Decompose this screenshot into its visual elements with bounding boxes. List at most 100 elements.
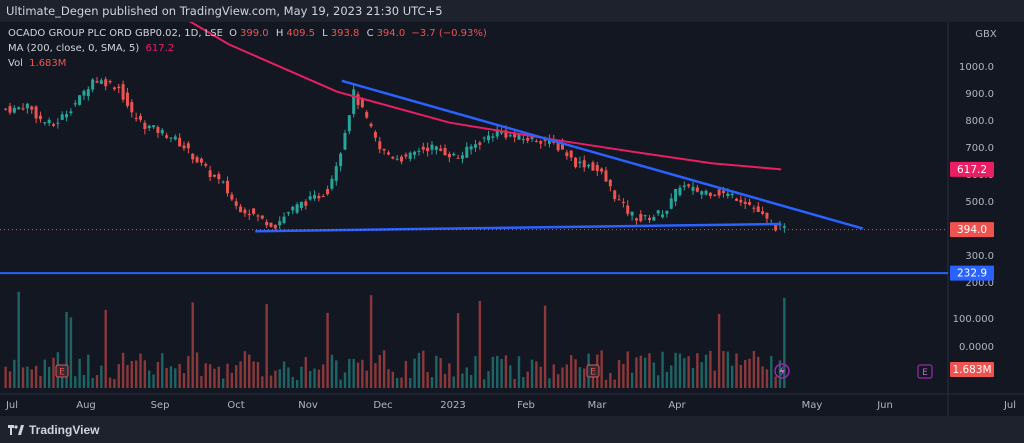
volume-bar <box>387 369 390 388</box>
candle-body <box>434 146 438 150</box>
volume-bar <box>517 356 521 388</box>
candle-body <box>765 212 769 219</box>
volume-bar <box>335 360 338 388</box>
volume-bar <box>674 352 677 388</box>
descending-trendline[interactable] <box>341 79 864 230</box>
candle-body <box>678 187 682 196</box>
volume-bar <box>635 357 638 388</box>
candle-body <box>226 180 230 194</box>
volume-bar <box>243 351 247 388</box>
candle-body <box>430 144 434 150</box>
candle-body <box>639 214 643 222</box>
x-axis-label: May <box>802 400 823 411</box>
price-chart[interactable]: GBX1000.0900.0800.0700.0600.0500.0400.03… <box>0 22 1024 416</box>
volume-bar <box>469 374 473 388</box>
chart-area[interactable]: GBX1000.0900.0800.0700.0600.0500.0400.03… <box>0 22 1024 416</box>
candle-body <box>547 138 551 144</box>
candle-body <box>239 206 243 213</box>
price-axis-panel[interactable] <box>948 22 1024 416</box>
candle-body <box>604 170 608 182</box>
volume-bar <box>61 370 64 388</box>
candle-body <box>495 129 499 137</box>
candle-body <box>191 153 195 160</box>
header-text: Ultimate_Degen published on TradingView.… <box>6 4 443 18</box>
volume-bar <box>783 297 786 388</box>
candle-body <box>713 194 717 196</box>
candle-body <box>8 106 12 113</box>
volume-bar <box>700 362 703 388</box>
candle-body <box>443 147 447 156</box>
volume-bar <box>591 372 595 388</box>
volume-bar <box>665 371 669 388</box>
candle-body <box>256 215 260 217</box>
candle-body <box>230 194 234 200</box>
candle-body <box>395 158 399 160</box>
candle-body <box>265 221 269 226</box>
volume-bar <box>221 378 225 388</box>
volume-bar <box>600 350 603 388</box>
volume-bar <box>461 373 464 388</box>
y-tick-label: 500.0 <box>965 197 994 208</box>
candle-body <box>299 201 303 208</box>
candle-body <box>534 140 538 142</box>
earnings-marker-icon[interactable] <box>586 364 600 378</box>
volume-bar <box>491 356 495 388</box>
y-tick-label: 800.0 <box>965 116 994 127</box>
earnings-future-icon[interactable] <box>917 364 933 379</box>
candle-body <box>34 106 38 119</box>
candle-body <box>695 187 699 192</box>
change-value: −3.7 (−0.93%) <box>411 28 487 39</box>
volume-bar <box>265 304 268 388</box>
candle-body <box>269 222 273 227</box>
volume-bar <box>126 365 129 388</box>
candle-body <box>356 94 360 105</box>
candle-body <box>743 201 747 204</box>
volume-bar <box>374 363 377 388</box>
volume-bar <box>148 370 151 388</box>
candle-body <box>739 199 743 203</box>
volume-bar <box>47 366 51 388</box>
candle-body <box>595 165 599 172</box>
volume-bar <box>4 366 7 388</box>
volume-label: Vol <box>8 58 23 69</box>
candle-body <box>243 209 247 214</box>
candle-body <box>43 122 47 124</box>
volume-bar <box>696 353 699 388</box>
volume-bar <box>443 373 447 388</box>
candle-body <box>508 135 512 137</box>
volume-bar <box>735 353 738 388</box>
volume-bar <box>722 350 725 388</box>
support-trendline[interactable] <box>255 222 782 233</box>
volume-bar <box>478 300 482 388</box>
volume-bar <box>313 368 316 388</box>
volume-bar <box>248 354 251 388</box>
volume-bar <box>261 376 264 388</box>
low-value: 393.8 <box>330 28 360 39</box>
close-value: 394.0 <box>376 28 406 39</box>
dividend-icon[interactable] <box>774 363 790 379</box>
volume-bar <box>643 357 647 388</box>
volume-bar <box>670 365 673 388</box>
candle-body <box>95 81 99 83</box>
candle-body <box>304 201 308 206</box>
candle-body <box>491 136 495 138</box>
candle-body <box>308 196 312 200</box>
volume-bar <box>648 353 651 388</box>
volume-bar <box>182 373 186 388</box>
candle-body <box>82 90 86 96</box>
volume-bar <box>226 363 229 388</box>
volume-bar <box>743 360 747 388</box>
candle-body <box>221 181 225 183</box>
volume-bar <box>717 313 721 388</box>
candle-body <box>386 152 390 155</box>
tradingview-logo[interactable]: TradingView <box>8 423 99 437</box>
x-axis-label: Mar <box>588 400 608 411</box>
candle-body <box>208 170 212 178</box>
candle-body <box>565 152 569 157</box>
volume-bar <box>378 354 381 388</box>
volume-bar <box>217 366 221 388</box>
earnings-marker-icon[interactable] <box>55 364 69 378</box>
candle-body <box>286 212 290 214</box>
candle-body <box>295 204 299 213</box>
volume-bar <box>91 378 94 388</box>
